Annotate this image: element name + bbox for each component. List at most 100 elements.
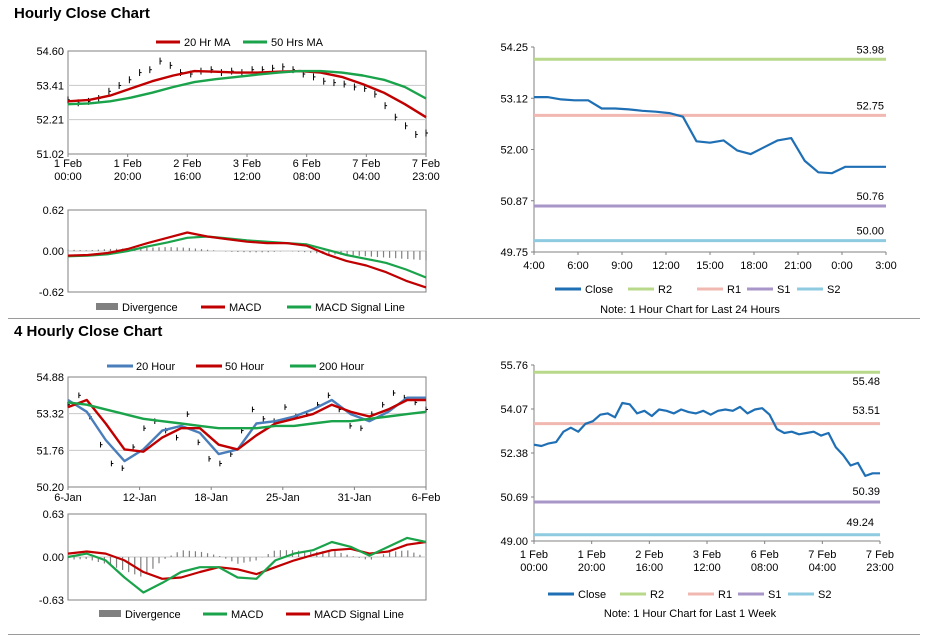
four_hourly_close-x-tick-label: 16:00 <box>636 562 664 574</box>
four_hourly_ma-x-tick-label: 12-Jan <box>123 492 157 504</box>
four_hourly_ma-series-50-hour <box>67 398 426 453</box>
four_hourly_macd-y-tick-label: 0.63 <box>43 509 64 521</box>
hourly_macd-legend-label: MACD Signal Line <box>315 302 405 314</box>
hourly_ma-x-tick-label: 3 Feb <box>233 158 261 170</box>
hourly_close-legend-label: S1 <box>777 284 790 296</box>
four_hourly_close-legend-label: Close <box>578 589 606 601</box>
four_hourly_close-note: Note: 1 Hour Chart for Last 1 Week <box>604 608 777 620</box>
hourly_close-x-tick-label: 9:00 <box>611 260 632 272</box>
four_hourly_close-x-tick-label: 7 Feb <box>808 549 836 561</box>
four_hourly_ma-x-tick-label: 6-Feb <box>412 492 441 504</box>
four_hourly_close-x-tick-label: 2 Feb <box>635 549 663 561</box>
hourly_ma-x-tick-label: 1 Feb <box>54 158 82 170</box>
hourly_close-x-tick-label: 0:00 <box>831 260 852 272</box>
hourly_close-level-label-r2: 53.98 <box>856 44 884 56</box>
hourly_close-legend-label: Close <box>585 284 613 296</box>
four_hourly_close-level-label-r2: 55.48 <box>852 376 880 388</box>
four_hourly_macd-series-macd-signal-line <box>67 540 427 580</box>
four_hourly_close-x-tick-label: 1 Feb <box>520 549 548 561</box>
hourly_ma-y-tick-label: 54.60 <box>36 46 64 58</box>
four_hourly_macd-y-tick-label: 0.00 <box>43 552 64 564</box>
four_hourly_close-legend-label: R1 <box>718 589 732 601</box>
four_hourly_close-y-tick-label: 55.76 <box>500 360 528 372</box>
hourly_close-x-tick-label: 3:00 <box>875 260 896 272</box>
hourly_ma-y-tick-label: 51.02 <box>36 149 64 161</box>
hourly_close-level-label-s2: 50.00 <box>856 226 884 238</box>
hourly_ma-series-50-hrs-ma <box>67 69 427 106</box>
four_hourly_ma-series-200-hour <box>67 401 427 430</box>
hourly_ma-x-tick-label: 2 Feb <box>173 158 201 170</box>
four_hourly_macd-y-tick-label: -0.63 <box>39 595 64 607</box>
hourly_ma-x-tick-label: 12:00 <box>233 171 261 183</box>
hourly_close-y-tick-label: 54.25 <box>500 42 528 54</box>
four_hourly_ma-y-tick-label: 50.20 <box>36 482 64 494</box>
hourly_close-x-tick-label: 21:00 <box>784 260 812 272</box>
four_hourly_close-legend-label: S1 <box>768 589 781 601</box>
four_hourly_ma-x-tick-label: 25-Jan <box>266 492 300 504</box>
four_hourly_ma-y-tick-label: 54.88 <box>36 372 64 384</box>
hourly_ma-legend-label: 50 Hrs MA <box>271 37 324 49</box>
hourly_close-y-tick-label: 50.87 <box>500 196 528 208</box>
four_hourly_close-legend-label: R2 <box>650 589 664 601</box>
hourly_macd-series-macd-signal-line <box>67 235 427 279</box>
four_hourly_close-x-tick-label: 1 Feb <box>578 549 606 561</box>
four_hourly_macd-legend-swatch <box>99 610 121 617</box>
four_hourly_close-y-tick-label: 49.00 <box>500 536 528 548</box>
four_hourly_close-level-label-s2: 49.24 <box>846 517 874 529</box>
four_hourly_close-series-close <box>533 401 880 477</box>
four_hourly_ma-legend-label: 20 Hour <box>136 361 175 373</box>
hourly_close-series-close <box>534 95 886 175</box>
four_hourly_macd-legend-label: Divergence <box>125 609 181 621</box>
hourly_ma-x-tick-label: 08:00 <box>293 171 321 183</box>
hourly_ma-y-tick-label: 52.21 <box>36 115 64 127</box>
hourly_ma-plot-frame <box>67 50 427 155</box>
hourly_macd-y-tick-label: 0.00 <box>43 246 64 258</box>
hourly_close-y-tick-label: 53.12 <box>500 93 528 105</box>
hourly_ma-y-tick-label: 53.41 <box>36 80 64 92</box>
hourly_ma-x-tick-label: 7 Feb <box>352 158 380 170</box>
four_hourly_close-x-tick-label: 00:00 <box>520 562 548 574</box>
hourly_close-x-tick-label: 15:00 <box>696 260 724 272</box>
hourly_ma-x-tick-label: 04:00 <box>353 171 381 183</box>
four_hourly_ma-x-tick-label: 31-Jan <box>338 492 372 504</box>
hourly_ma-x-tick-label: 16:00 <box>174 171 202 183</box>
four_hourly_close-legend-label: S2 <box>818 589 831 601</box>
hourly_ma-x-tick-label: 23:00 <box>412 171 440 183</box>
hourly_ma-x-tick-label: 1 Feb <box>114 158 142 170</box>
hourly_ma-x-tick-label: 00:00 <box>54 171 82 183</box>
hourly_macd-legend-label: Divergence <box>122 302 178 314</box>
hourly_close-legend-label: R2 <box>658 284 672 296</box>
four_hourly_macd-legend-label: MACD <box>231 609 263 621</box>
hourly_close-y-tick-label: 52.00 <box>500 145 528 157</box>
four_hourly_close-level-label-s1: 50.39 <box>852 486 880 498</box>
hourly_close-x-tick-label: 18:00 <box>740 260 768 272</box>
hourly_ma-series-20-hr-ma <box>67 69 427 119</box>
bottom-divider <box>8 634 920 635</box>
hourly_ma-legend-label: 20 Hr MA <box>184 37 231 49</box>
four_hourly_close-x-tick-label: 6 Feb <box>751 549 779 561</box>
hourly_close-legend-label: R1 <box>727 284 741 296</box>
four_hourly_close-y-tick-label: 52.38 <box>500 448 528 460</box>
hourly_close-x-tick-label: 6:00 <box>567 260 588 272</box>
hourly-section-title: Hourly Close Chart <box>14 5 150 22</box>
four-hourly-section-title: 4 Hourly Close Chart <box>14 323 163 340</box>
four_hourly_close-x-tick-label: 7 Feb <box>866 549 894 561</box>
four_hourly_close-x-tick-label: 08:00 <box>751 562 779 574</box>
hourly_close-level-label-s1: 50.76 <box>856 191 884 203</box>
hourly_macd-legend-swatch <box>96 303 118 310</box>
four_hourly_ma-x-tick-label: 6-Jan <box>54 492 82 504</box>
hourly_macd-legend-label: MACD <box>229 302 261 314</box>
four_hourly_close-x-tick-label: 20:00 <box>578 562 606 574</box>
four_hourly_close-y-tick-label: 50.69 <box>500 492 528 504</box>
four_hourly_ma-plot-frame <box>67 376 427 488</box>
hourly_macd-y-tick-label: 0.62 <box>43 205 64 217</box>
hourly_close-level-label-r1: 52.75 <box>856 100 884 112</box>
hourly_close-x-tick-label: 12:00 <box>652 260 680 272</box>
four_hourly_close-x-tick-label: 04:00 <box>809 562 837 574</box>
hourly_close-x-tick-label: 4:00 <box>523 260 544 272</box>
four_hourly_ma-series-20-hour <box>67 396 426 463</box>
four_hourly_close-y-tick-label: 54.07 <box>500 404 528 416</box>
hourly_close-y-tick-label: 49.75 <box>500 247 528 259</box>
hourly_ma-x-tick-label: 20:00 <box>114 171 142 183</box>
